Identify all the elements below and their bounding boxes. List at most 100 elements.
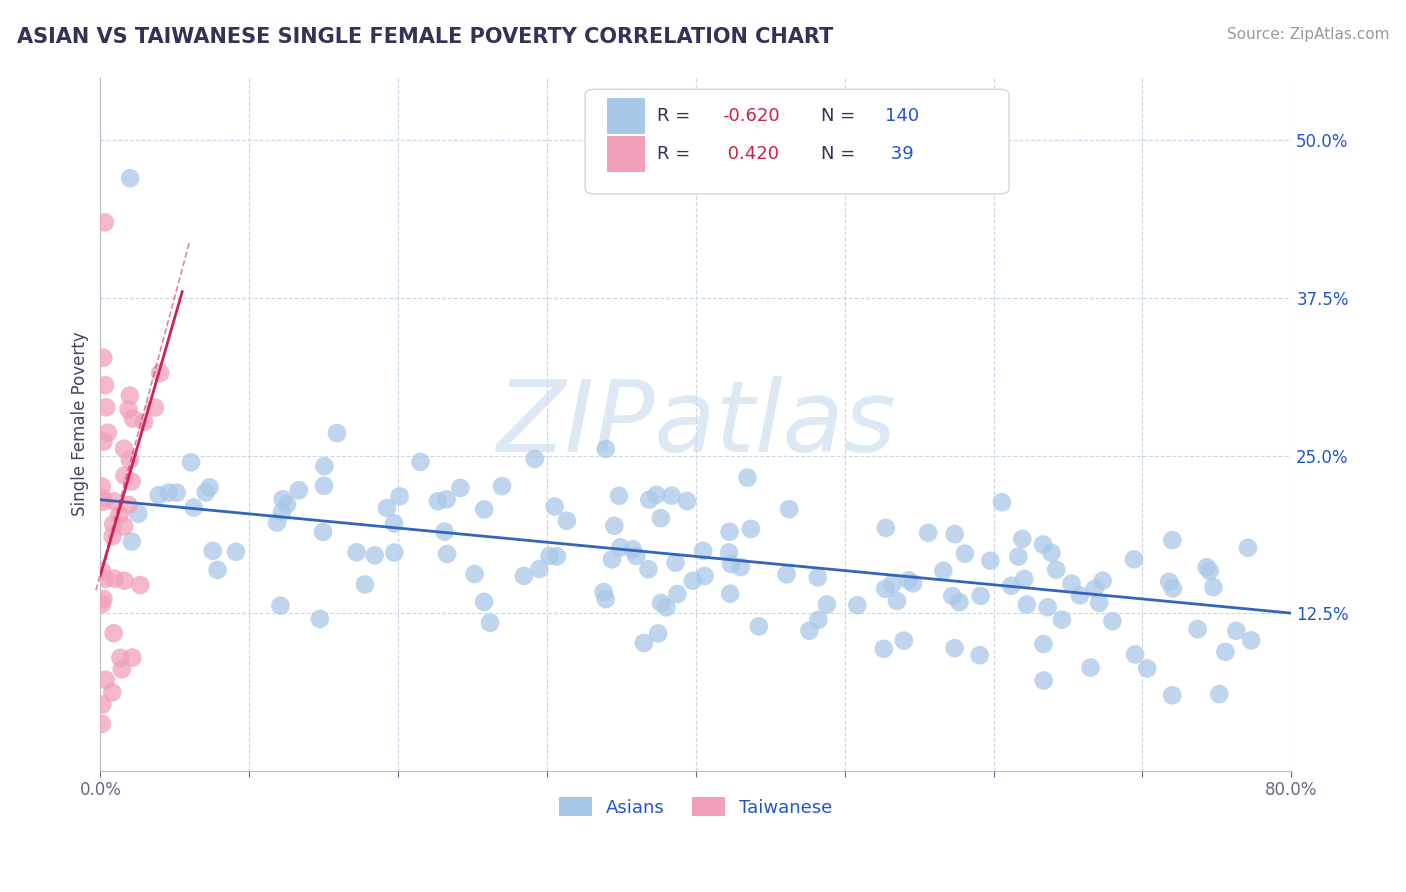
Point <box>979 554 1001 568</box>
Point <box>1123 648 1146 662</box>
Point <box>117 402 139 417</box>
Point <box>846 598 869 612</box>
Point <box>1088 596 1111 610</box>
Point <box>692 544 714 558</box>
Text: 39: 39 <box>886 145 914 163</box>
Point <box>1050 613 1073 627</box>
Point <box>103 494 125 508</box>
Point <box>943 527 966 541</box>
Point <box>523 452 546 467</box>
Point <box>592 585 614 599</box>
Point <box>647 626 669 640</box>
Point <box>479 615 502 630</box>
Point <box>1015 598 1038 612</box>
Text: ZIPatlas: ZIPatlas <box>496 376 896 473</box>
Point <box>90 716 112 731</box>
Point <box>91 494 114 508</box>
Point <box>661 489 683 503</box>
Point <box>638 492 661 507</box>
FancyBboxPatch shape <box>585 89 1010 194</box>
Point <box>1040 546 1063 560</box>
Point <box>882 577 904 591</box>
Point <box>121 534 143 549</box>
Point <box>266 516 288 530</box>
Point <box>90 597 112 611</box>
Point <box>799 624 821 638</box>
Point <box>103 572 125 586</box>
Point <box>166 485 188 500</box>
Point <box>201 544 224 558</box>
Point <box>308 612 330 626</box>
Point <box>1036 600 1059 615</box>
Point <box>94 378 117 392</box>
Point <box>637 562 659 576</box>
Point <box>718 587 741 601</box>
Point <box>180 455 202 469</box>
Point <box>529 562 551 576</box>
Point <box>807 613 830 627</box>
Point <box>91 698 114 712</box>
Point <box>737 470 759 484</box>
Point <box>1161 533 1184 547</box>
Point <box>148 488 170 502</box>
Point <box>364 549 387 563</box>
Point <box>198 480 221 494</box>
Point <box>555 514 578 528</box>
Point <box>1159 574 1181 589</box>
Point <box>326 426 349 441</box>
Point <box>1195 560 1218 574</box>
Point <box>382 516 405 531</box>
Point <box>101 529 124 543</box>
Point <box>288 483 311 498</box>
Text: Source: ZipAtlas.com: Source: ZipAtlas.com <box>1226 27 1389 42</box>
Point <box>943 641 966 656</box>
Point <box>90 564 112 578</box>
Point <box>312 524 335 539</box>
Point <box>1012 572 1035 586</box>
Point <box>740 522 762 536</box>
Point <box>1091 574 1114 588</box>
Point <box>718 524 741 539</box>
Point <box>312 479 335 493</box>
Point <box>1202 580 1225 594</box>
Point <box>1011 532 1033 546</box>
Point <box>426 494 449 508</box>
Point <box>118 388 141 402</box>
Point <box>112 519 135 533</box>
Point <box>543 500 565 514</box>
Point <box>655 600 678 615</box>
Point <box>1161 688 1184 702</box>
Point <box>815 598 838 612</box>
Point <box>103 626 125 640</box>
Point <box>433 524 456 539</box>
Point <box>886 594 908 608</box>
Point <box>626 549 648 563</box>
Point <box>953 547 976 561</box>
Point <box>120 171 142 186</box>
Point <box>94 572 117 586</box>
Point <box>121 650 143 665</box>
Point <box>991 495 1014 509</box>
Point <box>108 508 131 522</box>
Point <box>436 492 458 507</box>
Text: R =: R = <box>657 107 696 125</box>
Point <box>94 673 117 687</box>
Point <box>93 351 115 365</box>
Point <box>720 557 742 571</box>
Point <box>117 498 139 512</box>
Point <box>941 589 963 603</box>
Point <box>449 481 471 495</box>
Point <box>1225 624 1247 638</box>
Point <box>134 415 156 429</box>
Point <box>121 475 143 489</box>
Legend: Asians, Taiwanese: Asians, Taiwanese <box>553 790 839 824</box>
Point <box>917 525 939 540</box>
Point <box>91 491 114 505</box>
Point <box>122 411 145 425</box>
Point <box>112 442 135 456</box>
Point <box>621 542 644 557</box>
Point <box>873 641 896 656</box>
Point <box>875 582 897 596</box>
Point <box>664 556 686 570</box>
Point <box>149 366 172 380</box>
